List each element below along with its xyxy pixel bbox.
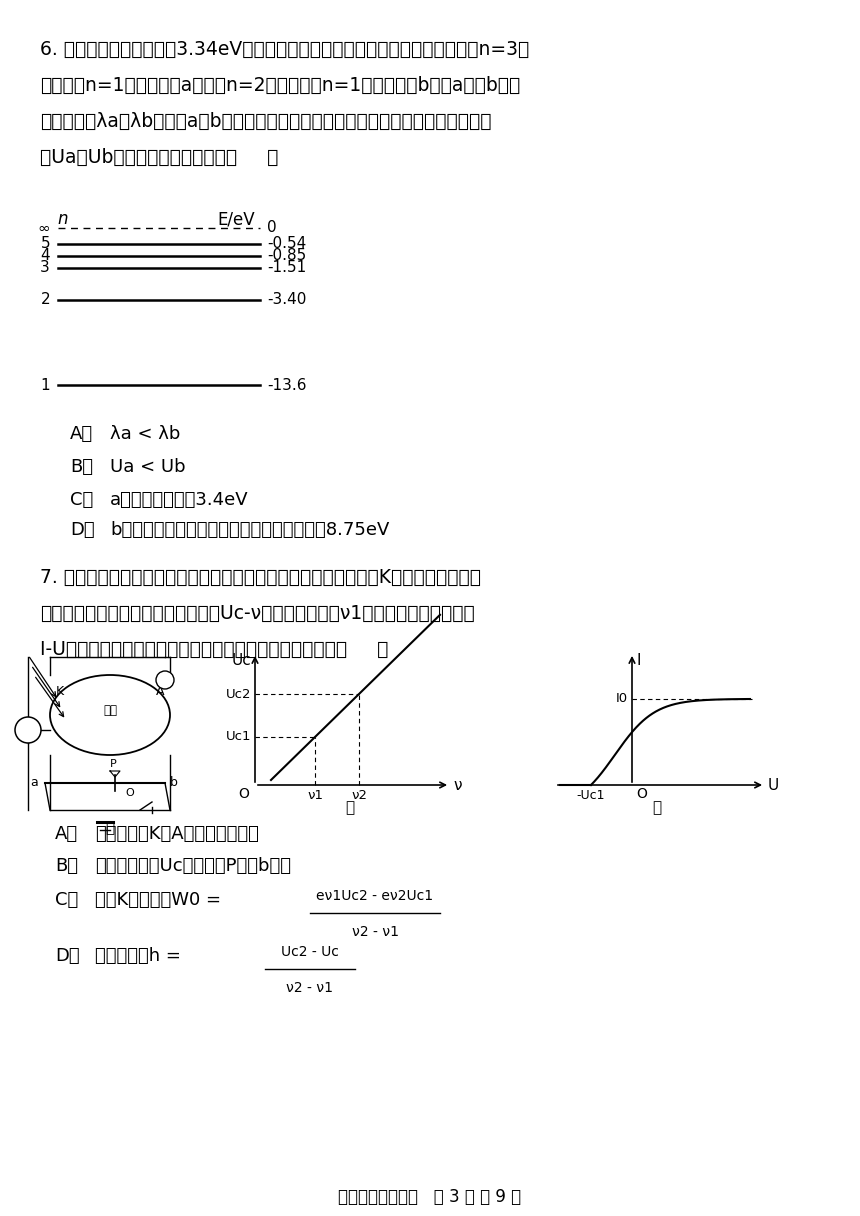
Text: A: A xyxy=(156,685,164,698)
Text: -Uc1: -Uc1 xyxy=(577,789,605,803)
Text: ν1: ν1 xyxy=(307,789,323,803)
Text: ν2 - ν1: ν2 - ν1 xyxy=(352,925,398,939)
Text: -0.85: -0.85 xyxy=(267,248,306,264)
Text: C．: C． xyxy=(70,491,93,510)
Text: 4: 4 xyxy=(40,248,50,264)
Text: Uc2: Uc2 xyxy=(225,687,251,700)
Text: 甲: 甲 xyxy=(106,820,114,835)
Text: 为Ua和Ub。下列说法中正确的是（     ）: 为Ua和Ub。下列说法中正确的是（ ） xyxy=(40,148,279,167)
Text: A．: A． xyxy=(55,824,78,843)
Text: a光的光子能量为3.4eV: a光的光子能量为3.4eV xyxy=(110,491,249,510)
Text: I-U图像，图中所标数据均为已知量，则下列说法正确的是（     ）: I-U图像，图中所标数据均为已知量，则下列说法正确的是（ ） xyxy=(40,640,389,659)
Text: n: n xyxy=(57,210,67,229)
Text: O: O xyxy=(636,787,647,801)
Text: 真空: 真空 xyxy=(103,704,117,717)
Text: V: V xyxy=(24,724,33,737)
Text: 测量遏止电压Uc时，滑片P应向b移动: 测量遏止电压Uc时，滑片P应向b移动 xyxy=(95,857,291,876)
Text: 阴极K的逸出功W0 =: 阴极K的逸出功W0 = xyxy=(95,891,221,910)
Text: -13.6: -13.6 xyxy=(267,377,306,393)
Text: ν2: ν2 xyxy=(351,789,367,803)
Text: 5: 5 xyxy=(40,236,50,252)
Text: λa < λb: λa < λb xyxy=(110,426,181,443)
Text: 普朗克常量h =: 普朗克常量h = xyxy=(95,947,181,966)
Text: I: I xyxy=(636,653,641,668)
Text: Ua < Ub: Ua < Ub xyxy=(110,458,186,475)
Text: ν2 - ν1: ν2 - ν1 xyxy=(286,981,334,995)
Text: 7. 图甲为研究光电效应的实验装置，用不同频率的单色光照射阴极K，正确操作下，记: 7. 图甲为研究光电效应的实验装置，用不同频率的单色光照射阴极K，正确操作下，记 xyxy=(40,568,481,587)
Text: K: K xyxy=(56,685,64,698)
Text: eν1Uc2 - eν2Uc1: eν1Uc2 - eν2Uc1 xyxy=(316,889,433,903)
Text: μA: μA xyxy=(159,676,171,685)
Text: E/eV: E/eV xyxy=(218,210,255,229)
Text: A．: A． xyxy=(70,426,93,443)
Text: 波长分别为λa和λb。现用a、b光照射到金属锌表面均可产生光电效应，遏止电压分别: 波长分别为λa和λb。现用a、b光照射到金属锌表面均可产生光电效应，遏止电压分别 xyxy=(40,112,492,131)
Text: Uc2 - Uc: Uc2 - Uc xyxy=(281,945,339,959)
Circle shape xyxy=(156,671,174,689)
Text: 2: 2 xyxy=(40,293,50,308)
Text: P: P xyxy=(109,759,116,769)
Text: 1: 1 xyxy=(40,377,50,393)
Text: -0.54: -0.54 xyxy=(267,236,306,252)
Text: B．: B． xyxy=(55,857,78,876)
Text: ∞: ∞ xyxy=(37,220,50,236)
Text: U: U xyxy=(768,777,779,793)
Text: B．: B． xyxy=(70,458,93,475)
Text: 0: 0 xyxy=(267,220,277,236)
Circle shape xyxy=(15,717,41,743)
Text: Uc: Uc xyxy=(231,653,251,668)
Text: 录相应电表示数并绘制如图乙所示的Uc-ν图像，当频率为ν1时绘制了如图丙所示的: 录相应电表示数并绘制如图乙所示的Uc-ν图像，当频率为ν1时绘制了如图丙所示的 xyxy=(40,604,475,623)
Text: b光照射金属锌产生的光电子的最大初动能为8.75eV: b光照射金属锌产生的光电子的最大初动能为8.75eV xyxy=(110,520,390,539)
Text: 饱和电流与K、A之间的电压有关: 饱和电流与K、A之间的电压有关 xyxy=(95,824,259,843)
Text: b: b xyxy=(170,777,178,789)
Text: D．: D． xyxy=(55,947,80,966)
Text: Uc1: Uc1 xyxy=(225,731,251,743)
Text: C．: C． xyxy=(55,891,78,910)
Text: D．: D． xyxy=(70,520,95,539)
Text: -3.40: -3.40 xyxy=(267,293,306,308)
Text: -1.51: -1.51 xyxy=(267,260,306,276)
Text: a: a xyxy=(30,777,38,789)
Text: 乙: 乙 xyxy=(346,800,354,815)
Text: 3: 3 xyxy=(40,260,50,276)
Text: 6. 已知金属锌的逸出功为3.34eV，氢原子能级分布如图所示，氢原子中的电子从n=3能: 6. 已知金属锌的逸出功为3.34eV，氢原子能级分布如图所示，氢原子中的电子从… xyxy=(40,40,529,60)
Text: I0: I0 xyxy=(616,692,628,705)
Text: 级跃迁到n=1能级可产生a光，从n=2能级跃迁到n=1能级可产生b光。a光和b光的: 级跃迁到n=1能级可产生a光，从n=2能级跃迁到n=1能级可产生b光。a光和b光… xyxy=(40,75,520,95)
Text: O: O xyxy=(238,787,249,801)
Text: 丙: 丙 xyxy=(653,800,661,815)
Text: ν: ν xyxy=(453,777,462,793)
Text: O: O xyxy=(126,788,134,798)
Text: 高二年级物理试卷   第 3 页 共 9 页: 高二年级物理试卷 第 3 页 共 9 页 xyxy=(339,1188,521,1206)
